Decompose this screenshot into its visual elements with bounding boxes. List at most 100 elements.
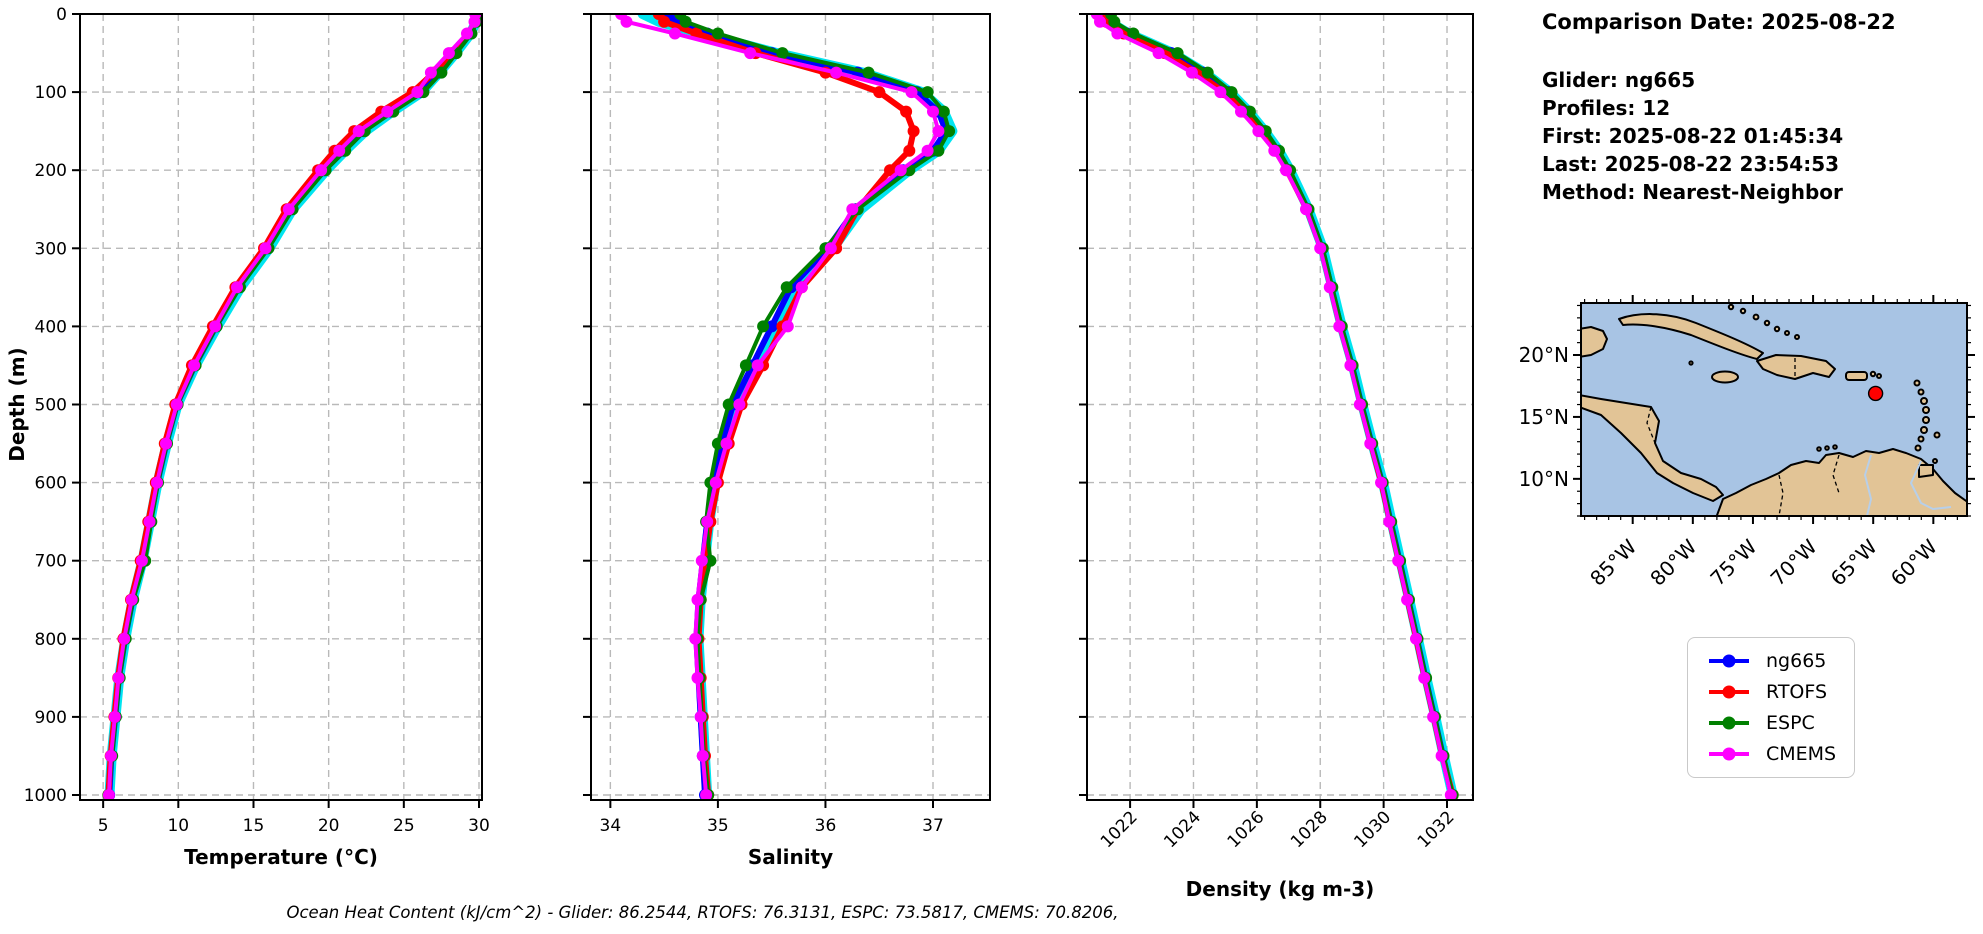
location-map: 20°N 15°N 10°N 85°W 80°W 75°W 70°W 65°W 60°W (1519, 278, 1983, 612)
series-CMEMS-marker (188, 359, 201, 372)
series-CMEMS-marker (1344, 359, 1357, 372)
x-tick-label: 5 (98, 816, 109, 836)
series-CMEMS-marker (424, 66, 437, 79)
series-RTOFS-marker (907, 125, 920, 138)
legend-label: ng665 (1766, 650, 1827, 672)
landmass-trinidad (1918, 464, 1934, 478)
series-ESPC-marker (757, 320, 770, 333)
x-tick-label: 1028 (1287, 807, 1332, 852)
legend-item-rtofs: RTOFS (1706, 681, 1836, 703)
series-CMEMS-line (619, 14, 941, 797)
series-ESPC-marker (776, 47, 789, 60)
series-ESPC-marker (1127, 27, 1140, 40)
series-CMEMS-marker (442, 47, 455, 60)
y-tick-label: 100 (35, 83, 67, 103)
series-CMEMS-marker (932, 125, 945, 138)
landmass-hispaniola (1756, 354, 1836, 380)
series-CMEMS-marker (691, 593, 704, 606)
landmass-abc-islands (1816, 444, 1838, 452)
series-ESPC-marker (711, 437, 724, 450)
x-tick-label: 20 (318, 816, 340, 836)
series-RTOFS-marker (900, 105, 913, 118)
map-lat-label: 15°N (1520, 405, 1569, 429)
series-CMEMS-marker (1418, 671, 1431, 684)
series-CMEMS-marker (105, 749, 117, 762)
y-tick-label: 1000 (24, 786, 67, 806)
series-CMEMS-marker (1427, 710, 1440, 723)
x-tick-label: 1032 (1414, 807, 1459, 852)
ocean-heat-content-caption: Ocean Heat Content (kJ/cm^2) - Glider: 8… (286, 903, 1119, 922)
series-ESPC-marker (780, 281, 793, 294)
legend-line-sample (1709, 654, 1749, 668)
series-CMEMS-marker (694, 710, 707, 723)
series-RTOFS-marker (658, 15, 671, 28)
series-ESPC-marker (435, 66, 448, 79)
y-tick-label: 900 (35, 708, 67, 728)
series-ESPC-line (678, 14, 952, 797)
series-CMEMS-marker (468, 15, 481, 28)
series-ESPC-marker (1243, 105, 1256, 118)
series-CMEMS-marker (846, 203, 859, 216)
series-CMEMS-marker (620, 15, 633, 28)
landmass-central-america (1581, 394, 1724, 502)
legend-label: CMEMS (1766, 743, 1837, 765)
salinity-series-group (615, 14, 958, 801)
map-svg: 20°N 15°N 10°N 85°W 80°W 75°W 70°W 65°W 60°W (1519, 295, 1975, 591)
series-CMEMS-marker (781, 320, 794, 333)
series-ESPC-marker (722, 398, 735, 411)
series-CMEMS-marker (824, 242, 837, 255)
series-CMEMS-marker (125, 593, 138, 606)
series-CMEMS-marker (744, 47, 757, 60)
x-tick-label: 1024 (1160, 807, 1205, 852)
x-tick-label: 37 (922, 816, 944, 836)
series-CMEMS-marker (1333, 320, 1346, 333)
landmass-yucatan (1581, 326, 1608, 358)
series-RTOFS-marker (884, 164, 896, 177)
series-RTOFS-marker (873, 86, 886, 99)
series-ESPC-marker (711, 27, 724, 40)
x-tick-label: 25 (393, 816, 415, 836)
series-CMEMS-marker (461, 27, 473, 40)
series-ESPC-marker (739, 359, 752, 372)
map-border (1580, 302, 1968, 517)
rivers (1864, 454, 1952, 516)
series-CMEMS-marker (733, 398, 746, 411)
series-CMEMS-marker (315, 164, 328, 177)
series-CMEMS-marker (921, 144, 934, 157)
y-tick-label: 300 (35, 239, 67, 259)
series-CMEMS-marker (411, 86, 424, 99)
series-CMEMS-marker (231, 281, 243, 294)
map-lat-label: 10°N (1520, 467, 1569, 491)
y-tick-label: 700 (35, 552, 67, 572)
series-CMEMS-marker (1152, 47, 1165, 60)
x-tick-label: 15 (243, 816, 265, 836)
x-tick-label: 1022 (1097, 807, 1142, 852)
map-lon-label: 70°W (1766, 534, 1822, 590)
series-CMEMS-marker (1111, 27, 1124, 40)
series-CMEMS-marker (691, 671, 704, 684)
series-CMEMS-marker (1401, 593, 1414, 606)
series-CMEMS-marker (1235, 105, 1247, 118)
temperature-x-axis-label: Temperature (°C) (184, 845, 378, 869)
x-tick-label: 36 (815, 816, 837, 836)
map-lon-label: 60°W (1886, 534, 1942, 590)
series-CMEMS-marker (1410, 632, 1422, 645)
series-CMEMS-marker (1252, 125, 1265, 138)
landmass-jamaica (1711, 370, 1739, 384)
series-CMEMS-marker (170, 398, 183, 411)
series-CMEMS-marker (352, 125, 365, 138)
map-lon-label: 75°W (1705, 534, 1761, 590)
series-ESPC-marker (1201, 66, 1214, 79)
legend-item-cmems: CMEMS (1706, 743, 1836, 765)
y-tick-label: 200 (35, 161, 67, 181)
series-CMEMS-marker (102, 789, 115, 801)
x-tick-label: 30 (468, 816, 490, 836)
map-lon-label: 80°W (1645, 534, 1701, 590)
series-CMEMS-marker (696, 749, 709, 762)
legend-label: ESPC (1766, 712, 1815, 734)
legend-item-espc: ESPC (1706, 712, 1836, 734)
series-CMEMS-marker (1268, 144, 1281, 157)
legend-line-sample (1709, 685, 1749, 699)
info-glider: Glider: ng665 (1542, 68, 1696, 92)
